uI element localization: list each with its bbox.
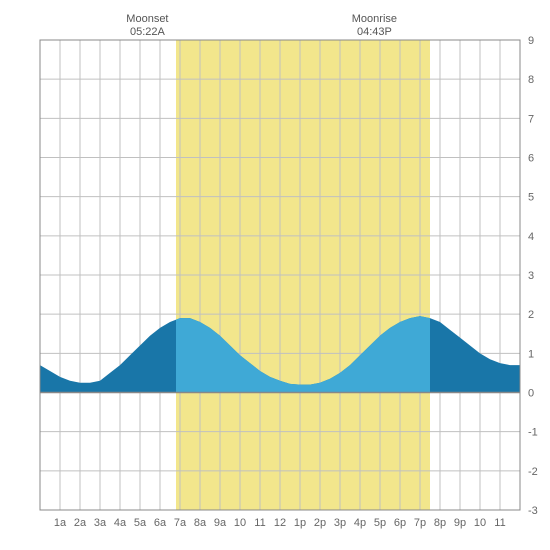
chart-svg: -3-2-101234567891a2a3a4a5a6a7a8a9a101112…	[10, 10, 540, 540]
x-tick-label: 3p	[334, 517, 346, 529]
x-tick-label: 3a	[94, 517, 107, 529]
annotation-label: Moonrise	[352, 13, 397, 25]
x-tick-label: 10	[234, 517, 246, 529]
y-tick-label: 2	[528, 309, 534, 321]
x-tick-label: 4p	[354, 517, 366, 529]
y-tick-label: -3	[528, 505, 538, 517]
x-tick-label: 7p	[414, 517, 426, 529]
annotation-time: 04:43P	[357, 26, 392, 38]
y-tick-label: 4	[528, 231, 534, 243]
x-tick-label: 5a	[134, 517, 147, 529]
y-tick-label: -1	[528, 427, 538, 439]
x-tick-label: 12	[274, 517, 286, 529]
x-tick-label: 8a	[194, 517, 207, 529]
x-tick-label: 2a	[74, 517, 87, 529]
y-tick-label: 0	[528, 388, 534, 400]
y-tick-label: 7	[528, 113, 534, 125]
tide-chart: -3-2-101234567891a2a3a4a5a6a7a8a9a101112…	[10, 10, 540, 540]
y-tick-label: -2	[528, 466, 538, 478]
x-tick-label: 6a	[154, 517, 167, 529]
annotation-label: Moonset	[126, 13, 168, 25]
x-tick-label: 1a	[54, 517, 67, 529]
x-tick-label: 11	[254, 517, 265, 529]
x-tick-label: 4a	[114, 517, 127, 529]
x-tick-label: 1p	[294, 517, 306, 529]
x-tick-label: 6p	[394, 517, 406, 529]
x-tick-label: 11	[494, 517, 505, 529]
x-tick-label: 2p	[314, 517, 326, 529]
y-tick-label: 1	[528, 348, 534, 360]
y-tick-label: 6	[528, 153, 534, 165]
y-tick-label: 3	[528, 270, 534, 282]
y-tick-label: 8	[528, 74, 534, 86]
x-tick-label: 9a	[214, 517, 227, 529]
y-tick-label: 9	[528, 35, 534, 47]
annotation-time: 05:22A	[130, 26, 166, 38]
x-tick-label: 7a	[174, 517, 187, 529]
y-tick-label: 5	[528, 192, 534, 204]
x-tick-label: 5p	[374, 517, 386, 529]
x-tick-label: 9p	[454, 517, 466, 529]
x-tick-label: 8p	[434, 517, 446, 529]
x-tick-label: 10	[474, 517, 486, 529]
